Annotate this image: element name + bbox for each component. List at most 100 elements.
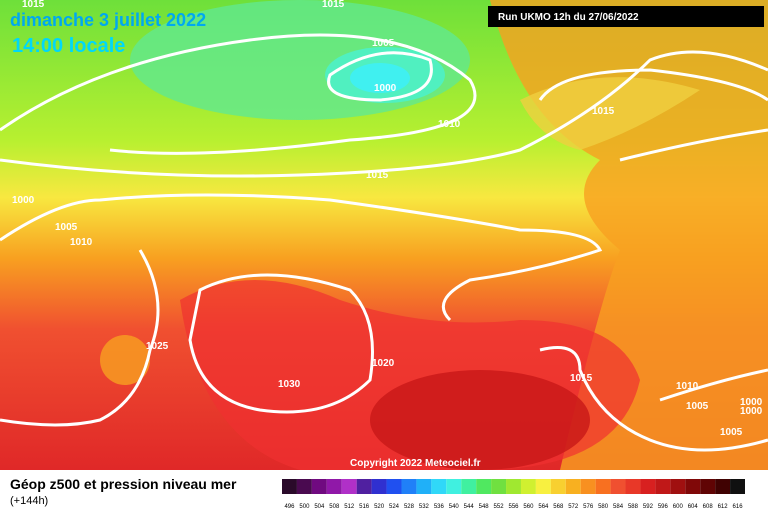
scale-label: 568 bbox=[553, 504, 564, 510]
isobar-label: 1005 bbox=[686, 401, 709, 412]
isobar-label: 1005 bbox=[372, 38, 395, 49]
isobar-labels: 1015 1015 1005 1000 1010 1015 1015 1000 1005 1010… bbox=[12, 0, 763, 438]
scale-swatch bbox=[371, 479, 387, 494]
scale-label: 612 bbox=[718, 504, 729, 510]
scale-label: 548 bbox=[479, 504, 490, 510]
scale-swatch bbox=[580, 479, 596, 494]
scale-swatch bbox=[625, 479, 641, 494]
scale-label: 540 bbox=[449, 504, 460, 510]
isobar bbox=[0, 193, 603, 322]
isobar-label: 1005 bbox=[55, 222, 78, 233]
scandinavia-zone bbox=[520, 77, 700, 150]
scale-label: 536 bbox=[434, 504, 445, 510]
isobar bbox=[0, 50, 768, 178]
low-center bbox=[350, 63, 410, 93]
scale-label: 532 bbox=[419, 504, 430, 510]
scale-label: 572 bbox=[568, 504, 579, 510]
scale-swatch bbox=[670, 479, 686, 494]
scale-swatch bbox=[296, 479, 312, 494]
scale-label: 564 bbox=[538, 504, 549, 510]
isobar-label: 1015 bbox=[570, 373, 593, 384]
scale-swatch bbox=[356, 479, 372, 494]
scale-label: 520 bbox=[374, 504, 385, 510]
isobar bbox=[327, 51, 433, 102]
scale-label: 496 bbox=[284, 504, 295, 510]
run-banner bbox=[488, 6, 764, 27]
scale-swatch bbox=[476, 479, 492, 494]
isobar-label: 1015 bbox=[322, 0, 345, 10]
copyright: Copyright 2022 Meteociel.fr bbox=[350, 458, 481, 469]
isobar-label: 1030 bbox=[278, 379, 301, 390]
isobar bbox=[0, 33, 477, 155]
isobar-label: 1015 bbox=[592, 106, 615, 117]
color-scale: 496 500 504 508 512 516 520 524 528 532 536 540 544 5… bbox=[282, 479, 745, 510]
scale-label: 604 bbox=[688, 504, 699, 510]
scale-swatch bbox=[700, 479, 716, 494]
scale-swatch bbox=[730, 479, 745, 494]
isobar bbox=[538, 68, 768, 162]
scale-label: 584 bbox=[613, 504, 624, 510]
isobar-label: 1025 bbox=[146, 341, 169, 352]
scale-label: 600 bbox=[673, 504, 684, 510]
scale-swatch bbox=[341, 479, 357, 494]
scale-label: 552 bbox=[494, 504, 505, 510]
scale-label: 580 bbox=[598, 504, 609, 510]
scale-label: 504 bbox=[314, 504, 325, 510]
scale-swatch bbox=[282, 479, 297, 494]
scale-swatch bbox=[535, 479, 551, 494]
scale-label: 524 bbox=[389, 504, 400, 510]
scale-swatch bbox=[491, 479, 507, 494]
scale-swatch bbox=[715, 479, 731, 494]
isobar-label: 1015 bbox=[22, 0, 45, 10]
scale-swatch bbox=[506, 479, 521, 494]
footer-lead: (+144h) bbox=[10, 495, 48, 507]
isobar bbox=[188, 273, 374, 414]
scale-label: 500 bbox=[299, 504, 310, 510]
scale-label: 512 bbox=[344, 504, 355, 510]
isobar-label: 1000 bbox=[12, 195, 35, 206]
isobar-label: 1000 bbox=[374, 83, 397, 94]
scale-label: 616 bbox=[733, 504, 744, 510]
scale-swatch bbox=[446, 479, 462, 494]
map: Run UKMO 12h du 27/06/2022 dimanche 3 ju… bbox=[0, 0, 768, 470]
scale-swatch bbox=[401, 479, 417, 494]
date-label: dimanche 3 juillet 2022 bbox=[10, 10, 206, 30]
scale-swatch bbox=[610, 479, 626, 494]
isobar-label: 1000 bbox=[740, 406, 763, 417]
scale-label: 588 bbox=[628, 504, 639, 510]
scale-label: 596 bbox=[658, 504, 669, 510]
isobar-label: 1000 bbox=[740, 397, 763, 408]
scale-swatch bbox=[386, 479, 402, 494]
scale-label: 508 bbox=[329, 504, 340, 510]
scale-swatch bbox=[685, 479, 701, 494]
scale-label: 608 bbox=[703, 504, 714, 510]
scale-label: 528 bbox=[404, 504, 415, 510]
scale-label: 516 bbox=[359, 504, 370, 510]
scale-swatch bbox=[461, 479, 477, 494]
scale-swatch bbox=[565, 479, 581, 494]
scale-swatch bbox=[311, 479, 327, 494]
scale-swatch bbox=[550, 479, 566, 494]
isobar-label: 1010 bbox=[438, 119, 461, 130]
scale-label: 576 bbox=[583, 504, 594, 510]
scale-swatch bbox=[655, 479, 671, 494]
isobar-label: 1015 bbox=[366, 170, 389, 181]
isobar bbox=[539, 346, 768, 452]
scale-label: 592 bbox=[643, 504, 654, 510]
run-info: Run UKMO 12h du 27/06/2022 bbox=[498, 12, 639, 23]
footer-title: Géop z500 et pression niveau mer bbox=[10, 476, 237, 492]
isobar bbox=[0, 249, 160, 427]
isobar-label: 1010 bbox=[70, 237, 93, 248]
time-label: 14:00 locale bbox=[12, 35, 125, 57]
scale-swatch bbox=[640, 479, 656, 494]
isobar-label: 1005 bbox=[720, 427, 743, 438]
scale-swatch bbox=[520, 479, 536, 494]
scale-label: 560 bbox=[523, 504, 534, 510]
scale-label: 556 bbox=[508, 504, 519, 510]
very-hot-zone bbox=[370, 370, 590, 470]
scale-label: 544 bbox=[464, 504, 475, 510]
scale-swatch bbox=[326, 479, 342, 494]
isobar-label: 1010 bbox=[676, 381, 699, 392]
scale-swatch bbox=[431, 479, 447, 494]
